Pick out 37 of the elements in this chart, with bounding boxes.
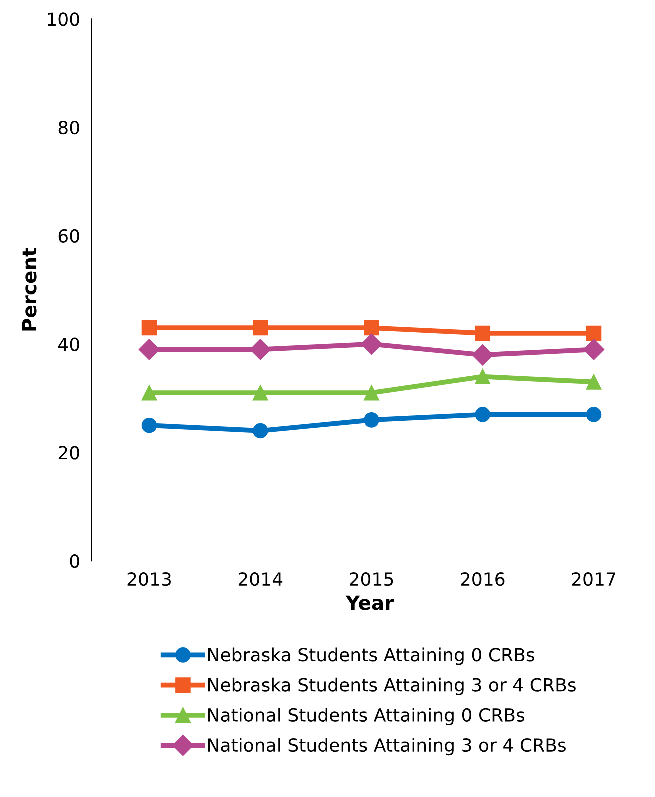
point bbox=[142, 320, 158, 336]
y-tick-label: 20 bbox=[58, 446, 80, 460]
point bbox=[475, 326, 491, 342]
point bbox=[586, 326, 602, 342]
point bbox=[252, 385, 268, 401]
x-tick-label: 2013 bbox=[128, 572, 172, 586]
legend-label: Nebraska Students Attaining 0 CRBs bbox=[208, 648, 534, 666]
legend-label: National Students Attaining 3 or 4 CRBs bbox=[208, 738, 566, 756]
point bbox=[142, 418, 158, 434]
y-axis-title: Percent bbox=[22, 248, 37, 331]
y-tick-label: 40 bbox=[58, 338, 80, 352]
point bbox=[472, 344, 494, 366]
point bbox=[364, 412, 380, 428]
point bbox=[142, 385, 158, 401]
point bbox=[586, 374, 602, 390]
point bbox=[475, 369, 491, 384]
legend-label: Nebraska Students Attaining 3 or 4 CRBs bbox=[208, 678, 576, 696]
point bbox=[138, 339, 160, 360]
x-tick-label: 2014 bbox=[238, 572, 283, 586]
point bbox=[583, 339, 605, 360]
x-tick-label: 2017 bbox=[572, 572, 616, 586]
point bbox=[252, 423, 268, 439]
x-axis-title: Year bbox=[346, 596, 394, 610]
x-tick-label: 2015 bbox=[350, 572, 394, 586]
point bbox=[586, 407, 602, 422]
point bbox=[361, 334, 382, 355]
point bbox=[252, 320, 268, 336]
y-tick-label: 60 bbox=[58, 229, 80, 244]
y-tick-label: 80 bbox=[58, 120, 80, 135]
y-tick-label: 0 bbox=[70, 554, 80, 568]
point bbox=[475, 407, 491, 422]
point bbox=[364, 320, 380, 336]
y-tick-label: 100 bbox=[48, 12, 80, 26]
legend-label: National Students Attaining 0 CRBs bbox=[208, 708, 525, 726]
point bbox=[364, 385, 380, 401]
x-tick-label: 2016 bbox=[461, 572, 505, 586]
point bbox=[250, 339, 272, 360]
